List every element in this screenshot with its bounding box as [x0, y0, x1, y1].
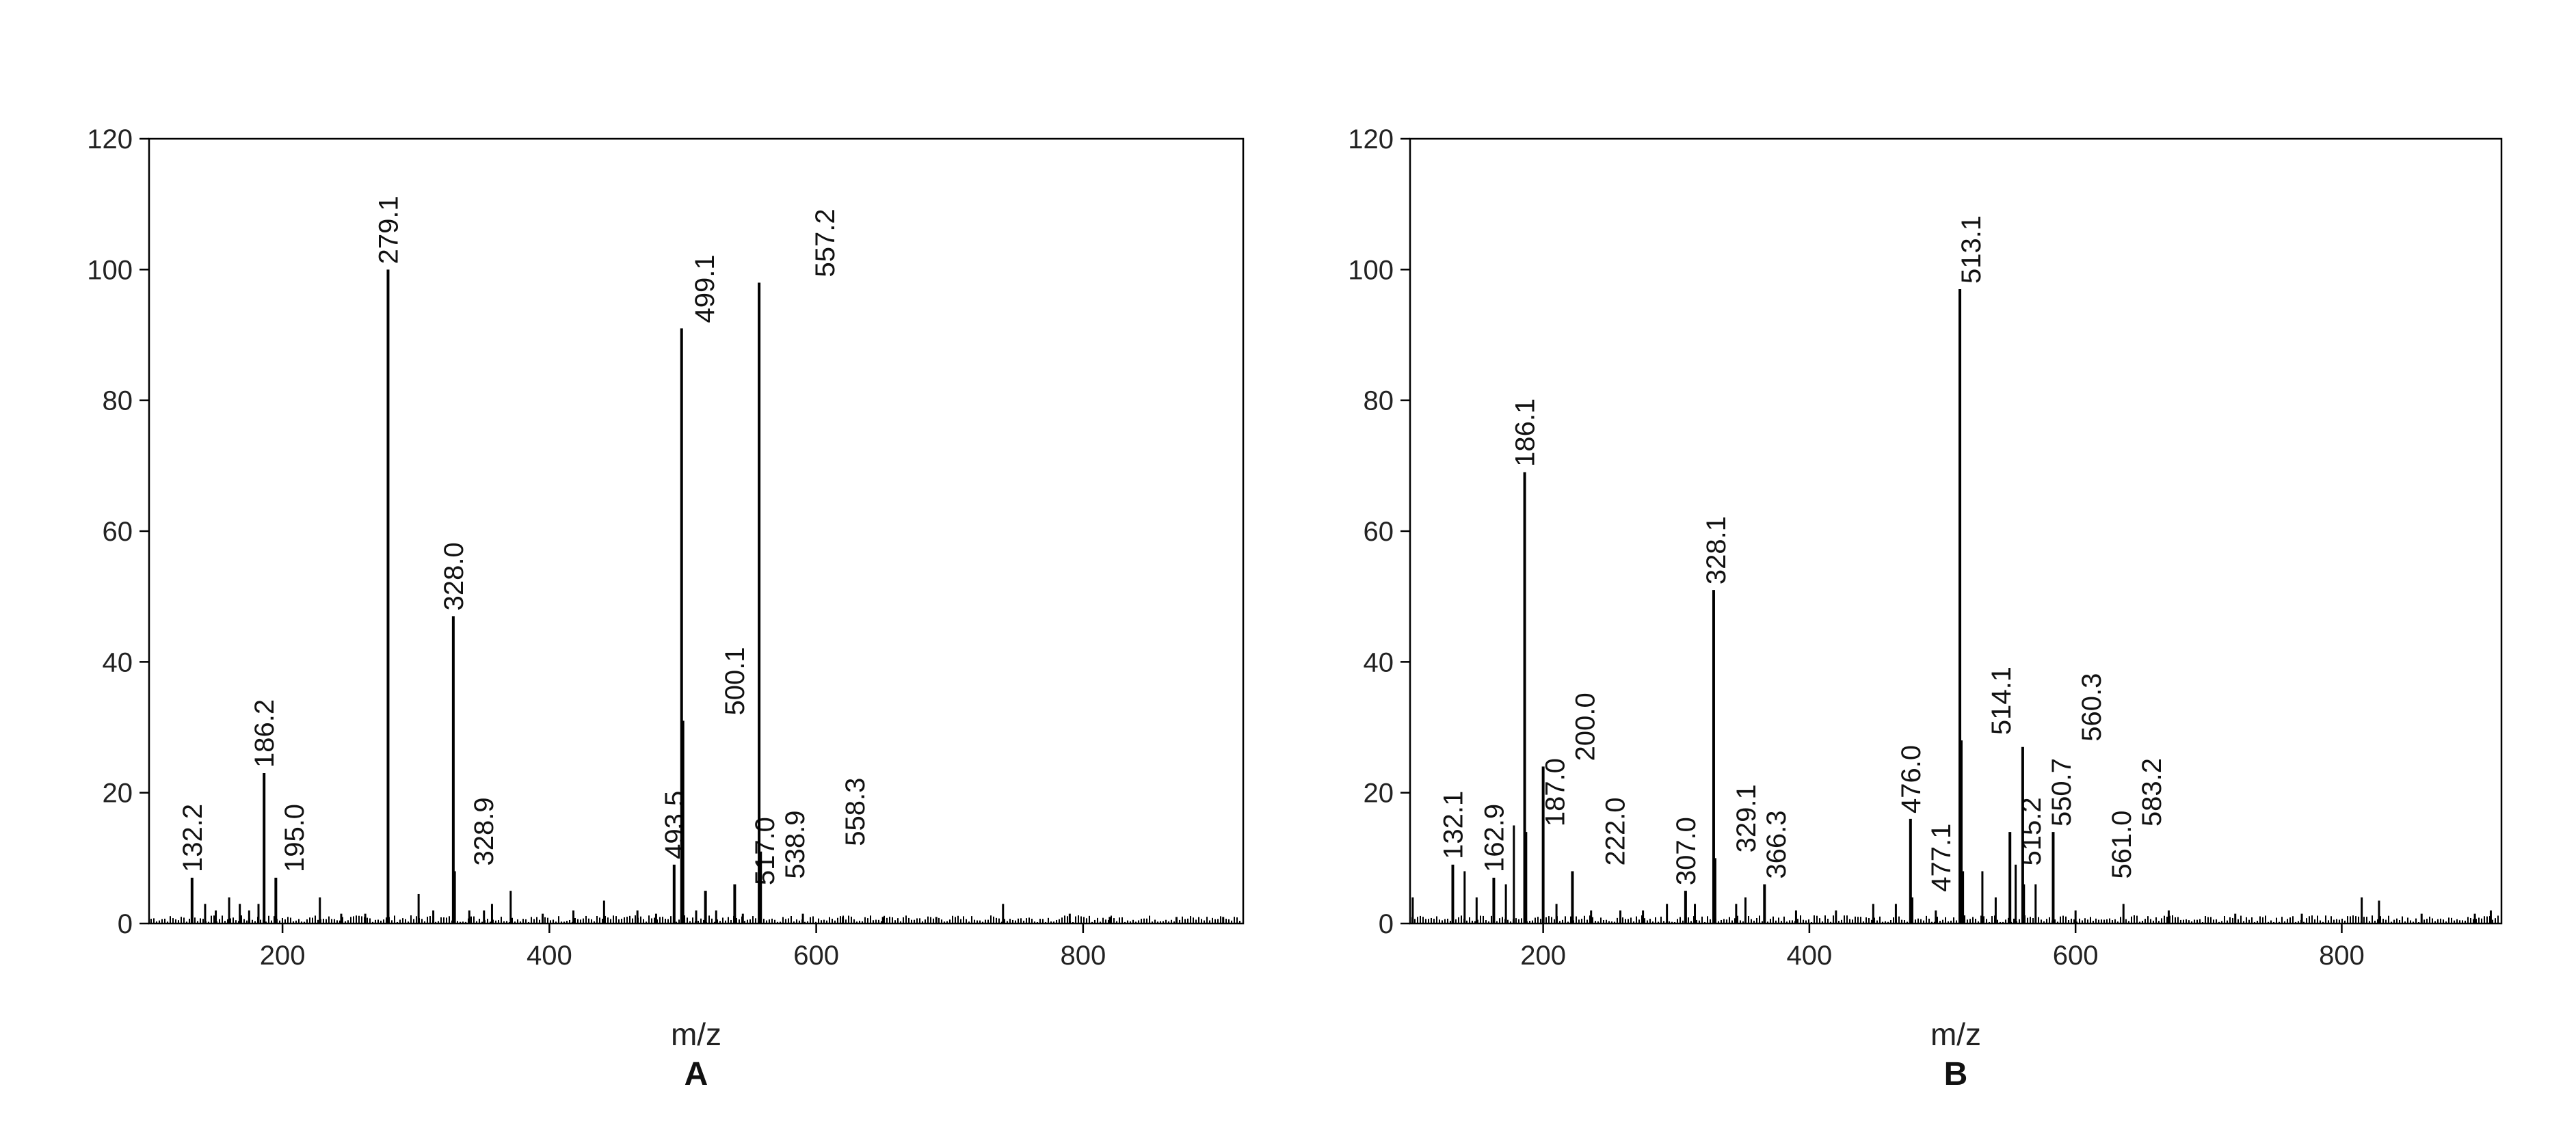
peak-label: 477.1: [1926, 824, 1956, 892]
y-tick-label: 120: [87, 124, 133, 154]
y-tick-label: 40: [103, 647, 133, 677]
y-tick-label: 80: [1364, 386, 1394, 416]
y-tick-label: 100: [1348, 255, 1394, 285]
y-tick-label: 0: [1379, 909, 1394, 939]
y-tick-label: 60: [1364, 517, 1394, 547]
peak-label: 132.2: [178, 804, 208, 872]
peak-label: 279.1: [373, 196, 403, 264]
peak-label: 513.1: [1956, 215, 1987, 284]
peak-label: 517.0: [750, 817, 780, 885]
x-tick-label: 800: [2319, 941, 2365, 971]
peak-label: 200.0: [1571, 692, 1601, 761]
peak-label: 329.1: [1731, 784, 1762, 852]
spectrum-panel-b: 0 20 40 60 80 100 120 200 400 600 800 m/z B 132.1 162.…: [1348, 124, 2503, 1092]
panel-caption: B: [1944, 1056, 1968, 1092]
peak-label: 186.1: [1511, 399, 1541, 467]
peak-label: 366.3: [1762, 810, 1792, 878]
baseline-noise: [1411, 915, 2499, 924]
x-tick-label: 400: [1787, 941, 1833, 971]
y-tick-label: 20: [103, 779, 133, 809]
peak-label: 560.3: [2077, 673, 2107, 742]
x-tick-label: 400: [527, 941, 572, 971]
peak-label: 499.1: [690, 254, 720, 323]
peak-label: 558.3: [840, 778, 871, 846]
peak-label: 493.5: [660, 791, 690, 859]
peak-label: 476.0: [1896, 745, 1926, 813]
peak-label: 328.9: [469, 797, 499, 865]
peak-label: 557.2: [810, 208, 840, 277]
peak-label: 222.0: [1601, 797, 1631, 865]
y-tick-label: 120: [1348, 124, 1394, 154]
x-tick-label: 200: [1520, 941, 1566, 971]
peak-label: 514.1: [1987, 666, 2017, 735]
y-tick-label: 100: [87, 255, 133, 285]
x-tick-label: 600: [2053, 941, 2099, 971]
peak-label: 328.1: [1701, 516, 1731, 584]
y-tick-label: 80: [103, 386, 133, 416]
x-axis-title: m/z: [1930, 1016, 1981, 1052]
y-tick-label: 60: [103, 517, 133, 547]
peak-label: 538.9: [780, 810, 810, 878]
peak-label: 515.2: [2017, 797, 2047, 865]
peak-label: 307.0: [1671, 817, 1701, 885]
peak-label: 187.0: [1541, 758, 1571, 826]
spectrum-panel-a: 0 20 40 60 80 100 120 200 400 600 800 m/z A 132.2 186.…: [87, 124, 1245, 1092]
peak-label: 550.7: [2047, 758, 2077, 826]
peak-label: 500.1: [720, 647, 750, 715]
x-axis-title: m/z: [671, 1016, 721, 1052]
peak-label: 132.1: [1438, 791, 1468, 859]
peak-label: 162.9: [1479, 804, 1509, 872]
peak-label: 195.0: [280, 804, 310, 872]
peak-label: 583.2: [2137, 758, 2167, 826]
peak-label: 186.2: [250, 699, 280, 768]
x-tick-label: 200: [260, 941, 306, 971]
baseline-noise: [150, 915, 1240, 924]
x-tick-label: 600: [793, 941, 839, 971]
y-tick-label: 0: [118, 909, 133, 939]
y-tick-label: 20: [1364, 779, 1394, 809]
peak-label: 561.0: [2107, 810, 2137, 878]
panel-caption: A: [685, 1056, 708, 1092]
x-tick-label: 800: [1060, 941, 1106, 971]
peak-label: 328.0: [439, 542, 469, 610]
y-tick-label: 40: [1364, 647, 1394, 677]
